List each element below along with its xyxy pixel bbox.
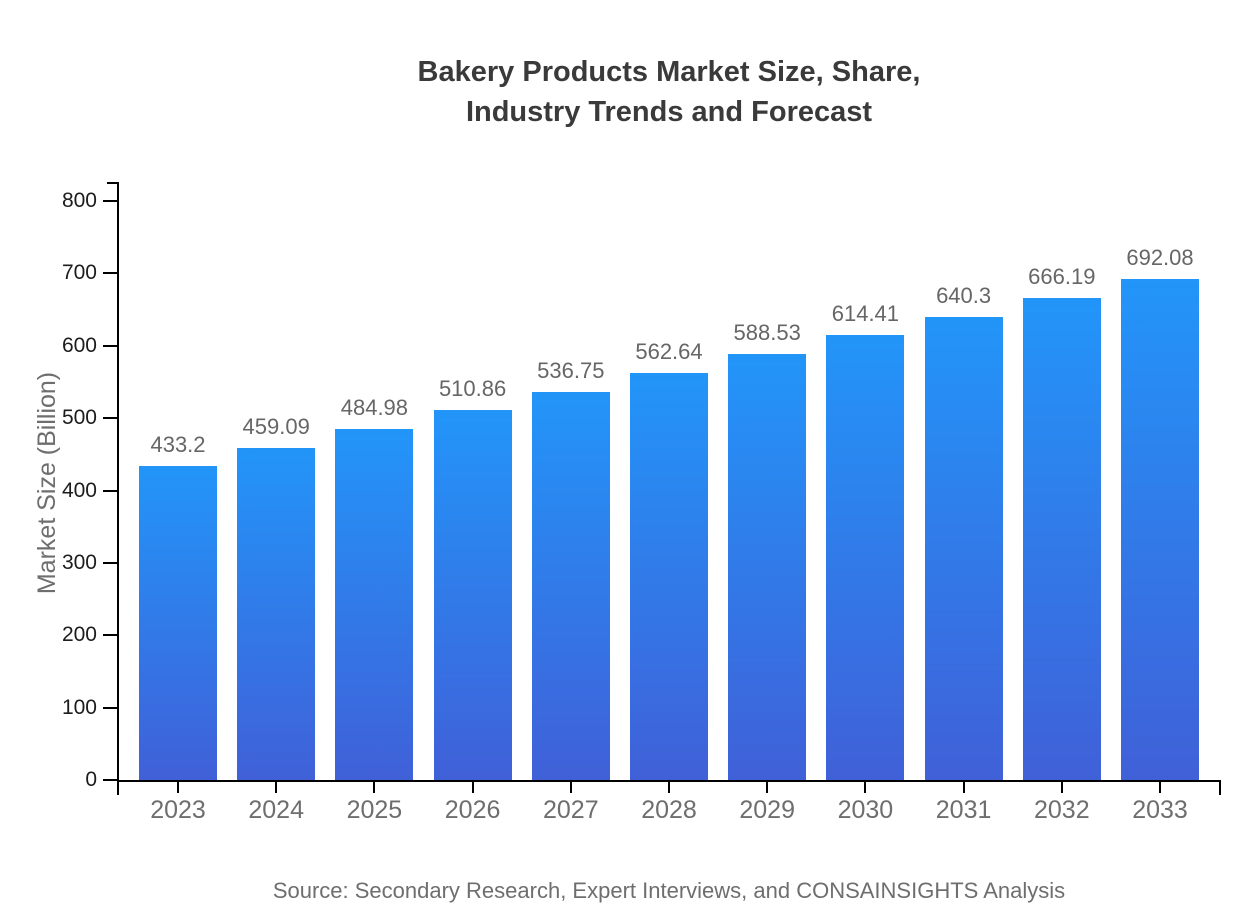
bar-value-label: 692.08 [1126, 245, 1194, 270]
x-axis-tick [373, 780, 376, 793]
bar [531, 392, 610, 780]
source-note: Source: Secondary Research, Expert Inter… [272, 878, 1066, 903]
bar [433, 410, 512, 780]
x-axis-tick [1060, 780, 1063, 793]
bar-value-label: 484.98 [340, 395, 409, 420]
y-axis-tick-label: 100 [61, 695, 97, 719]
y-axis-tick-label: 0 [85, 768, 97, 791]
x-axis-tick [569, 780, 572, 793]
x-axis-tick [1159, 780, 1161, 793]
x-axis-tick-label: 2031 [935, 796, 992, 824]
y-axis-tick-label: 200 [61, 623, 97, 647]
x-axis-tick-label: 2030 [837, 796, 894, 824]
bar-value-label: 459.09 [242, 414, 310, 439]
x-axis-tick [962, 780, 965, 793]
bar [728, 354, 807, 780]
x-axis-tick-label: 2026 [444, 796, 501, 824]
x-axis-tick-label: 2033 [1132, 796, 1188, 824]
y-axis-tick [103, 200, 117, 202]
x-axis-tick-label: 2025 [346, 796, 403, 824]
x-axis-tick-label: 2029 [739, 796, 795, 824]
x-axis-tick [864, 780, 867, 793]
y-axis-top-cap [107, 182, 119, 184]
bar-value-label: 510.86 [438, 376, 507, 401]
bar-value-label: 588.53 [733, 320, 801, 345]
y-axis-tick-label: 400 [61, 478, 97, 502]
bar [630, 373, 708, 780]
bar [335, 429, 414, 780]
y-axis-tick-label: 700 [61, 261, 97, 285]
y-axis-tick [103, 489, 117, 492]
x-axis-tick-label: 2023 [150, 796, 206, 824]
x-axis-end-cap [1219, 780, 1221, 795]
x-axis-tick-label: 2032 [1033, 796, 1090, 824]
y-axis-tick [103, 417, 117, 420]
bar [1121, 279, 1199, 780]
x-axis-tick [177, 780, 179, 793]
y-axis-tick-label: 600 [61, 333, 97, 357]
bar-value-label: 536.75 [537, 358, 605, 383]
y-axis-tick-label: 500 [61, 406, 97, 430]
y-axis-tick [103, 706, 117, 709]
bar-value-label: 433.2 [150, 432, 206, 457]
bar-value-label: 666.19 [1028, 264, 1096, 289]
x-axis-tick-label: 2024 [248, 796, 304, 824]
bar-value-label: 562.64 [635, 339, 703, 364]
y-axis-tick [103, 272, 117, 275]
y-axis-tick [103, 344, 117, 347]
bar-value-label: 614.41 [831, 301, 900, 326]
y-axis-tick [103, 561, 117, 564]
bar [826, 335, 905, 780]
y-axis-tick-label: 300 [61, 550, 97, 574]
y-axis-tick-label: 800 [61, 189, 97, 212]
y-axis-tick [103, 634, 117, 637]
y-axis-line [117, 182, 119, 795]
y-axis-tick [103, 779, 117, 781]
x-axis-tick [766, 780, 769, 793]
bar [1022, 298, 1101, 780]
bar-value-label: 640.3 [936, 283, 992, 308]
chart-title: Bakery Products Market Size, Share, Indu… [417, 56, 921, 128]
x-axis-tick [471, 780, 474, 793]
bar [139, 466, 217, 780]
x-axis-tick [275, 780, 278, 793]
x-axis-tick-label: 2027 [542, 796, 599, 824]
bar [237, 448, 316, 780]
x-axis-tick-label: 2028 [641, 796, 697, 824]
bar [924, 317, 1003, 780]
x-axis-tick [668, 780, 670, 793]
